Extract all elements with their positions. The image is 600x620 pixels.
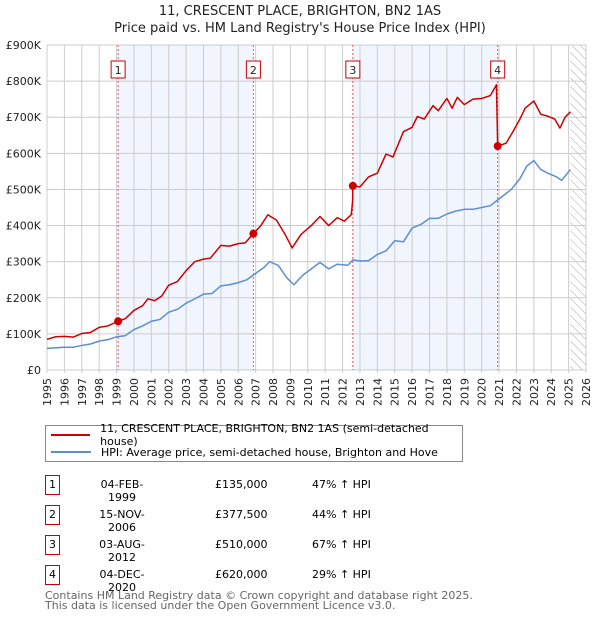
- sale-price: £377,500: [215, 508, 268, 521]
- legend-label: HPI: Average price, semi-detached house,…: [101, 445, 438, 459]
- y-tick-label: £700K: [6, 111, 42, 124]
- y-tick-label: £400K: [6, 220, 42, 233]
- x-tick-label: 2018: [441, 378, 454, 406]
- sale-date: 04-DEC-2020: [99, 568, 145, 594]
- x-tick-label: 2003: [180, 378, 193, 406]
- sale-date: 03-AUG-2012: [99, 538, 145, 564]
- x-tick-label: 2006: [232, 378, 245, 406]
- legend-label: 11, CRESCENT PLACE, BRIGHTON, BN2 1AS (s…: [100, 422, 429, 448]
- x-tick-label: 2014: [371, 378, 384, 406]
- footer-line-1: Contains HM Land Registry data © Crown c…: [45, 589, 473, 602]
- sale-hpi-change: 44% ↑ HPI: [312, 508, 371, 521]
- legend-swatch-red: [51, 434, 91, 436]
- sale-marker-label: 2: [250, 64, 257, 77]
- x-tick-label: 2019: [458, 378, 471, 406]
- price-chart: 1995 1996 1997 1998 1999 2000 2001 2002 2003 2004…: [6, 39, 593, 406]
- sale-hpi-change: 67% ↑ HPI: [312, 538, 371, 551]
- y-tick-label: £800K: [6, 75, 42, 88]
- y-tick-label: £300K: [6, 256, 42, 269]
- sale-point: [493, 142, 502, 151]
- x-tick-label: 1996: [58, 378, 71, 406]
- x-tick-label: 2007: [250, 378, 263, 406]
- x-tick-label: 2020: [476, 378, 489, 406]
- legend-item-hpi: HPI: Average price, semi-detached house,…: [51, 444, 438, 460]
- legend: 11, CRESCENT PLACE, BRIGHTON, BN2 1AS (s…: [45, 422, 463, 462]
- x-tick-label: 2012: [337, 378, 350, 406]
- x-tick-label: 2011: [319, 378, 332, 406]
- sale-point: [249, 229, 258, 238]
- sale-date: 04-FEB-1999: [100, 478, 144, 504]
- y-tick-label: £0: [27, 364, 41, 377]
- sale-price: £135,000: [215, 478, 268, 491]
- x-tick-label: 2010: [302, 378, 315, 406]
- y-tick-label: £500K: [6, 183, 42, 196]
- x-tick-label: 2024: [545, 378, 558, 406]
- shaded-period: [352, 45, 498, 370]
- x-tick-label: 2016: [406, 378, 419, 406]
- sale-marker-label: 4: [494, 64, 501, 77]
- x-tick-label: 2021: [493, 378, 506, 406]
- sale-marker-box: [245, 60, 261, 79]
- forecast-hatch: [570, 45, 586, 370]
- y-tick-label: £600K: [6, 147, 42, 160]
- x-tick-label: 2023: [528, 378, 541, 406]
- x-tick-label: 1998: [93, 378, 106, 406]
- x-tick-label: 2013: [354, 378, 367, 406]
- chart-subtitle: Price paid vs. HM Land Registry's House …: [114, 21, 486, 36]
- x-tick-label: 2026: [580, 378, 593, 406]
- x-tick-label: 2004: [197, 378, 210, 406]
- legend-item-property: 11, CRESCENT PLACE, BRIGHTON, BN2 1AS (s…: [51, 422, 462, 448]
- hpi-line: [46, 159, 571, 350]
- y-tick-label: £900K: [6, 39, 42, 52]
- x-tick-label: 2000: [128, 378, 141, 406]
- sale-hpi-change: 47% ↑ HPI: [312, 478, 371, 491]
- y-tick-label: £200K: [6, 292, 42, 305]
- sale-point: [348, 181, 357, 190]
- footer-line-2: This data is licensed under the Open Gov…: [45, 599, 396, 612]
- x-tick-label: 2008: [267, 378, 280, 406]
- sale-date: 15-NOV-2006: [99, 508, 145, 534]
- sale-number-badge: 3: [45, 535, 60, 555]
- x-tick-label: 2001: [145, 378, 158, 406]
- sale-number-badge: 1: [45, 475, 60, 495]
- x-tick-label: 1997: [76, 378, 89, 406]
- sale-number-badge: 2: [45, 505, 60, 525]
- sale-marker-label: 3: [349, 64, 356, 77]
- chart-title: 11, CRESCENT PLACE, BRIGHTON, BN2 1AS: [158, 4, 442, 19]
- plot-border: [46, 44, 587, 371]
- x-tick-label: 2015: [389, 378, 402, 406]
- property-price-line: [46, 83, 571, 341]
- sale-number-badge: 4: [45, 565, 60, 585]
- sale-marker-box: [110, 60, 126, 79]
- sale-marker-label: 1: [115, 64, 122, 77]
- sale-hpi-change: 29% ↑ HPI: [312, 568, 371, 581]
- x-tick-label: 2017: [424, 378, 437, 406]
- sale-marker-box: [490, 60, 506, 79]
- x-tick-label: 1999: [111, 378, 124, 406]
- sale-row: 3 03-AUG-2012 £510,000 67% ↑ HPI: [45, 535, 465, 564]
- x-tick-label: 2002: [163, 378, 176, 406]
- sale-row: 4 04-DEC-2020 £620,000 29% ↑ HPI: [45, 565, 465, 594]
- x-tick-label: 1995: [41, 378, 54, 406]
- sale-row: 1 04-FEB-1999 £135,000 47% ↑ HPI: [45, 475, 465, 504]
- legend-swatch-blue: [51, 451, 91, 453]
- x-tick-label: 2009: [284, 378, 297, 406]
- y-tick-label: £100K: [6, 328, 42, 341]
- x-tick-label: 2022: [510, 378, 523, 406]
- sale-row: 2 15-NOV-2006 £377,500 44% ↑ HPI: [45, 505, 465, 534]
- sale-point: [114, 317, 123, 326]
- sale-marker-box: [345, 60, 361, 79]
- sale-price: £620,000: [215, 568, 268, 581]
- x-tick-label: 2005: [215, 378, 228, 406]
- x-tick-label: 2025: [563, 378, 576, 406]
- sale-price: £510,000: [215, 538, 268, 551]
